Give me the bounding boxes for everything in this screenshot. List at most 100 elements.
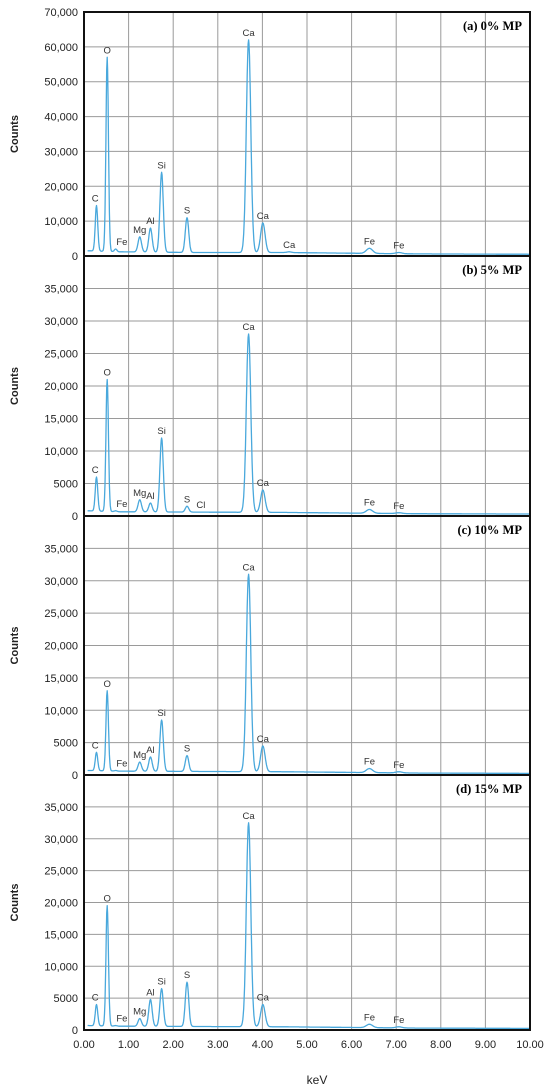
y-tick-label: 15,000 [44, 414, 78, 426]
peak-label: Al [146, 745, 154, 756]
y-tick-label: 0 [72, 251, 78, 263]
x-tick-label: 7.00 [385, 1039, 406, 1051]
y-tick-label: 50,000 [44, 77, 78, 89]
peak-label: Mg [133, 488, 146, 499]
y-axis-label: Counts [9, 884, 21, 922]
peak-label: Si [157, 977, 165, 988]
peak-label: Fe [116, 237, 127, 248]
x-tick-label: 4.00 [252, 1039, 273, 1051]
peak-label: Al [146, 987, 154, 998]
peak-label: Cl [196, 500, 205, 511]
peak-label: Si [157, 160, 165, 171]
panel-title: (a) 0% MP [463, 19, 522, 33]
y-tick-label: 40,000 [44, 112, 78, 124]
peak-label: S [184, 206, 190, 217]
panel-title: (d) 15% MP [456, 782, 522, 796]
x-tick-label: 8.00 [430, 1039, 451, 1051]
y-tick-label: 5000 [54, 479, 78, 491]
peak-label: Si [157, 426, 165, 437]
y-tick-label: 25,000 [44, 608, 78, 620]
spectrum-panel: 0 5000 10,000 15,000 20,000 25,000 30,000 35,00… [9, 515, 531, 782]
x-tick-label: 6.00 [341, 1039, 362, 1051]
y-tick-label: 10,000 [44, 216, 78, 228]
peak-label: Fe [364, 757, 375, 768]
peak-label: Ca [257, 993, 270, 1004]
y-tick-label: 20,000 [44, 381, 78, 393]
y-tick-label: 5000 [54, 993, 78, 1005]
peak-label: Fe [364, 236, 375, 247]
peak-label: C [92, 465, 99, 476]
peak-label: O [103, 368, 110, 379]
peak-label: C [92, 193, 99, 204]
x-tick-label: 1.00 [118, 1039, 139, 1051]
peak-label: Fe [393, 1015, 404, 1026]
y-axis-label: Counts [9, 627, 21, 665]
panel-title: (c) 10% MP [457, 523, 522, 537]
peak-label: Al [146, 491, 154, 502]
peak-label: Fe [364, 498, 375, 509]
peak-label: Fe [393, 501, 404, 512]
y-tick-label: 30,000 [44, 834, 78, 846]
y-tick-label: 20,000 [44, 181, 78, 193]
y-tick-label: 15,000 [44, 929, 78, 941]
y-tick-label: 70,000 [44, 7, 78, 19]
y-tick-label: 0 [72, 511, 78, 523]
peak-label: C [92, 993, 99, 1004]
y-tick-label: 25,000 [44, 866, 78, 878]
y-tick-label: 0 [72, 770, 78, 782]
peak-label: Ca [283, 240, 296, 251]
spectrum-line [87, 822, 531, 1030]
x-tick-label: 5.00 [296, 1039, 317, 1051]
peak-label: Fe [393, 760, 404, 771]
peak-label: S [184, 970, 190, 981]
peak-label: Mg [133, 225, 146, 236]
y-tick-label: 0 [72, 1025, 78, 1037]
spectrum-line [87, 39, 531, 255]
peak-label: Fe [116, 758, 127, 769]
y-tick-label: 30,000 [44, 576, 78, 588]
spectrum-panel: 0 5000 10,000 15,000 20,000 25,000 30,000 35,00… [9, 255, 531, 523]
y-tick-label: 30,000 [44, 316, 78, 328]
spectra-panels: 0 10,000 20,000 30,000 40,000 50,000 60,000 70,… [9, 7, 544, 1051]
y-tick-label: 35,000 [44, 543, 78, 555]
peak-label: Ca [242, 811, 255, 822]
panel-border [83, 774, 531, 1031]
x-tick-label: 3.00 [207, 1039, 228, 1051]
peak-label: Ca [242, 28, 255, 39]
peak-label: Mg [133, 750, 146, 761]
peak-label: Ca [257, 734, 270, 745]
spectrum-line [87, 573, 531, 775]
peak-label: Ca [242, 322, 255, 333]
peak-label: S [184, 494, 190, 505]
peak-label: Mg [133, 1007, 146, 1018]
peak-label: Fe [393, 241, 404, 252]
y-tick-label: 15,000 [44, 673, 78, 685]
peak-label: Fe [364, 1012, 375, 1023]
peak-label: Fe [116, 499, 127, 510]
y-axis-label: Counts [9, 115, 21, 153]
y-tick-label: 20,000 [44, 641, 78, 653]
y-tick-label: 10,000 [44, 705, 78, 717]
y-tick-label: 25,000 [44, 349, 78, 361]
y-tick-label: 20,000 [44, 898, 78, 910]
spectrum-panel: 0 10,000 20,000 30,000 40,000 50,000 60,000 70,… [9, 7, 531, 263]
x-tick-label: 0.00 [73, 1039, 94, 1051]
peak-label: Ca [257, 211, 270, 222]
y-axis-label: Counts [9, 367, 21, 405]
y-tick-label: 35,000 [44, 284, 78, 296]
peak-label: Ca [257, 478, 270, 489]
y-tick-label: 35,000 [44, 802, 78, 814]
peak-label: Fe [116, 1014, 127, 1025]
peak-label: O [103, 45, 110, 56]
x-tick-label: 10.00 [516, 1039, 544, 1051]
x-tick-label: 2.00 [162, 1039, 183, 1051]
x-tick-label: 9.00 [475, 1039, 496, 1051]
peak-label: Al [146, 216, 154, 227]
spectrum-line [87, 333, 531, 515]
peak-label: C [92, 740, 99, 751]
peak-label: Ca [242, 562, 255, 573]
y-tick-label: 60,000 [44, 42, 78, 54]
spectrum-panel: 0 5000 10,000 15,000 20,000 25,000 30,000 35,00… [9, 774, 544, 1051]
peak-label: Si [157, 708, 165, 719]
